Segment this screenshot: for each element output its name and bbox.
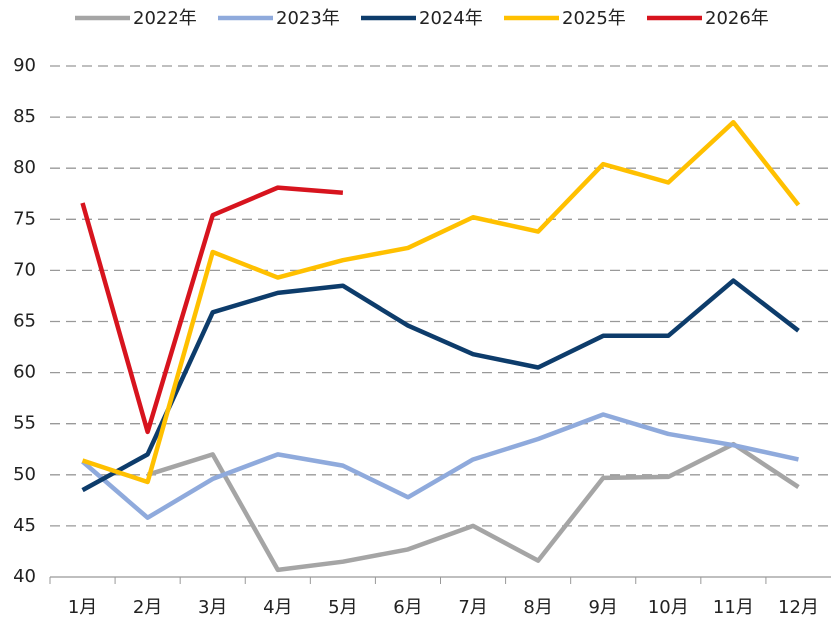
y-tick-label: 60 xyxy=(13,362,36,383)
y-tick-label: 45 xyxy=(13,515,36,536)
y-tick-label: 75 xyxy=(13,208,36,229)
legend-label: 2025年 xyxy=(562,8,626,29)
legend-label: 2024年 xyxy=(419,8,483,29)
series-line xyxy=(81,119,801,485)
series-line xyxy=(80,185,344,435)
y-tick-label: 80 xyxy=(13,157,36,178)
series-line xyxy=(146,441,800,573)
legend-label: 2023年 xyxy=(276,8,340,29)
x-tick-label: 5月 xyxy=(328,597,357,618)
y-tick-label: 85 xyxy=(13,106,36,127)
y-tick-label: 70 xyxy=(13,259,36,280)
legend-label: 2022年 xyxy=(133,8,197,29)
x-tick-label: 3月 xyxy=(198,597,227,618)
y-tick-label: 40 xyxy=(13,566,36,587)
series-line xyxy=(81,278,800,493)
y-tick-label: 55 xyxy=(13,413,36,434)
y-tick-label: 65 xyxy=(13,311,36,332)
x-tick-label: 2月 xyxy=(133,597,162,618)
x-tick-label: 10月 xyxy=(648,597,689,618)
x-tick-label: 12月 xyxy=(778,597,819,618)
x-tick-label: 6月 xyxy=(393,597,422,618)
x-tick-label: 11月 xyxy=(713,597,754,618)
legend-label: 2026年 xyxy=(705,8,769,29)
x-tick-label: 8月 xyxy=(523,597,552,618)
x-tick-label: 9月 xyxy=(588,597,617,618)
y-tick-label: 50 xyxy=(13,464,36,485)
x-tick-label: 1月 xyxy=(68,597,97,618)
x-tick-label: 4月 xyxy=(263,597,292,618)
series-line xyxy=(81,412,799,520)
x-tick-label: 7月 xyxy=(458,597,487,618)
y-tick-label: 90 xyxy=(13,55,36,76)
